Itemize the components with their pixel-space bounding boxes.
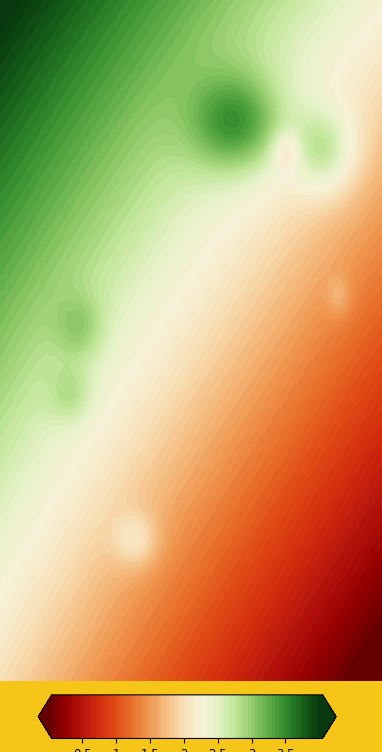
PathPatch shape <box>323 695 336 738</box>
PathPatch shape <box>38 695 52 738</box>
